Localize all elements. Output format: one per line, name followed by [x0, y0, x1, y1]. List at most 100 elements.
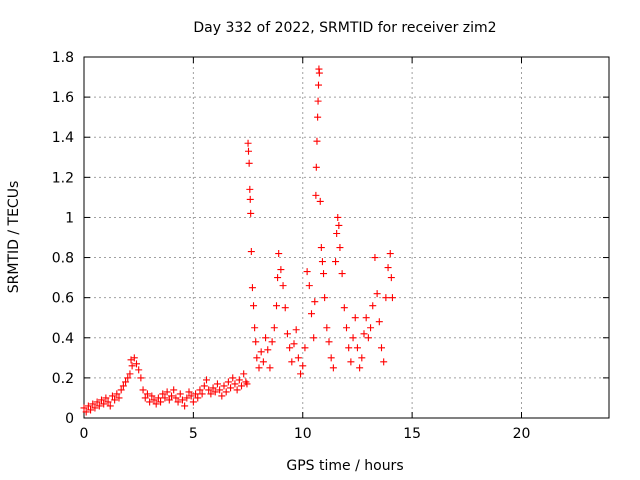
data-point	[148, 392, 156, 400]
data-point	[220, 382, 228, 390]
y-tick-label: 0.8	[52, 251, 74, 267]
data-point	[367, 324, 375, 332]
data-point	[168, 392, 175, 400]
data-point	[245, 159, 253, 167]
data-point	[187, 392, 195, 400]
data-point	[194, 394, 202, 402]
data-point	[277, 266, 285, 274]
data-point	[213, 380, 221, 388]
data-point	[227, 384, 235, 392]
data-point	[165, 396, 173, 404]
data-point	[87, 406, 95, 414]
data-point	[200, 382, 208, 390]
data-point	[268, 338, 276, 346]
data-point	[231, 380, 239, 388]
data-point	[174, 398, 182, 406]
data-point	[364, 334, 372, 342]
data-point	[154, 394, 162, 402]
data-point	[290, 340, 298, 348]
data-point	[297, 370, 305, 378]
data-point	[229, 374, 237, 382]
data-point	[192, 390, 200, 398]
data-point	[95, 402, 103, 410]
data-point	[207, 390, 215, 398]
data-point	[178, 396, 186, 404]
data-point	[152, 400, 160, 408]
data-point	[98, 396, 105, 404]
data-point	[281, 304, 289, 312]
data-point	[139, 386, 147, 394]
data-point	[358, 354, 366, 362]
data-point	[299, 362, 307, 370]
data-point	[318, 258, 326, 266]
data-point	[243, 380, 251, 388]
data-point	[91, 404, 99, 412]
data-point	[218, 392, 226, 400]
data-point	[349, 334, 357, 342]
data-point	[104, 398, 112, 406]
data-point	[338, 270, 346, 278]
data-point	[314, 113, 322, 121]
data-point	[315, 81, 322, 89]
data-point	[233, 386, 241, 394]
data-point	[382, 294, 390, 302]
data-point	[321, 294, 329, 302]
data-point	[340, 304, 348, 312]
data-point	[332, 258, 340, 266]
data-point	[126, 370, 134, 378]
data-point	[316, 197, 324, 205]
data-point	[343, 324, 350, 332]
y-tick-label: 1.2	[52, 170, 74, 186]
grid	[84, 57, 609, 418]
data-point	[246, 185, 254, 193]
data-point	[384, 264, 392, 272]
data-point	[161, 394, 169, 402]
data-point	[308, 310, 315, 318]
data-point	[245, 147, 252, 155]
data-point	[262, 334, 270, 342]
y-tick-label: 0.2	[52, 371, 74, 387]
y-tick-label: 1.6	[52, 90, 74, 106]
data-point	[111, 396, 119, 404]
data-point	[89, 400, 97, 408]
data-point	[130, 354, 138, 362]
y-tick-label: 0	[65, 411, 74, 427]
data-point	[146, 398, 154, 406]
y-tick-label: 1	[65, 210, 74, 226]
data-point	[124, 374, 132, 382]
data-point	[333, 229, 341, 237]
x-axis-label: GPS time / hours	[286, 458, 403, 474]
data-point	[279, 282, 287, 290]
x-tick-label: 20	[513, 426, 531, 442]
data-point	[209, 384, 217, 392]
data-point	[128, 362, 136, 370]
data-point	[93, 398, 101, 406]
data-point	[315, 69, 323, 77]
data-point	[353, 344, 361, 352]
data-point	[108, 392, 116, 400]
data-point	[244, 139, 252, 147]
data-point	[176, 390, 184, 398]
data-point	[275, 250, 283, 258]
y-tick-label: 0.4	[52, 331, 74, 347]
data-point	[106, 402, 114, 410]
data-point	[313, 137, 321, 145]
data-point	[80, 404, 88, 412]
data-point	[351, 314, 359, 322]
y-tick-label: 0.6	[52, 291, 74, 307]
data-point	[388, 294, 396, 302]
data-point	[133, 360, 140, 368]
data-point	[334, 213, 342, 221]
data-point	[246, 195, 254, 203]
data-point	[273, 302, 280, 310]
data-point	[248, 284, 256, 292]
data-point	[266, 364, 274, 372]
data-point	[310, 334, 318, 342]
data-point	[329, 364, 337, 372]
data-point	[375, 318, 383, 326]
data-point	[172, 394, 180, 402]
data-point	[222, 388, 230, 396]
data-point	[373, 290, 381, 298]
data-point	[250, 302, 258, 310]
